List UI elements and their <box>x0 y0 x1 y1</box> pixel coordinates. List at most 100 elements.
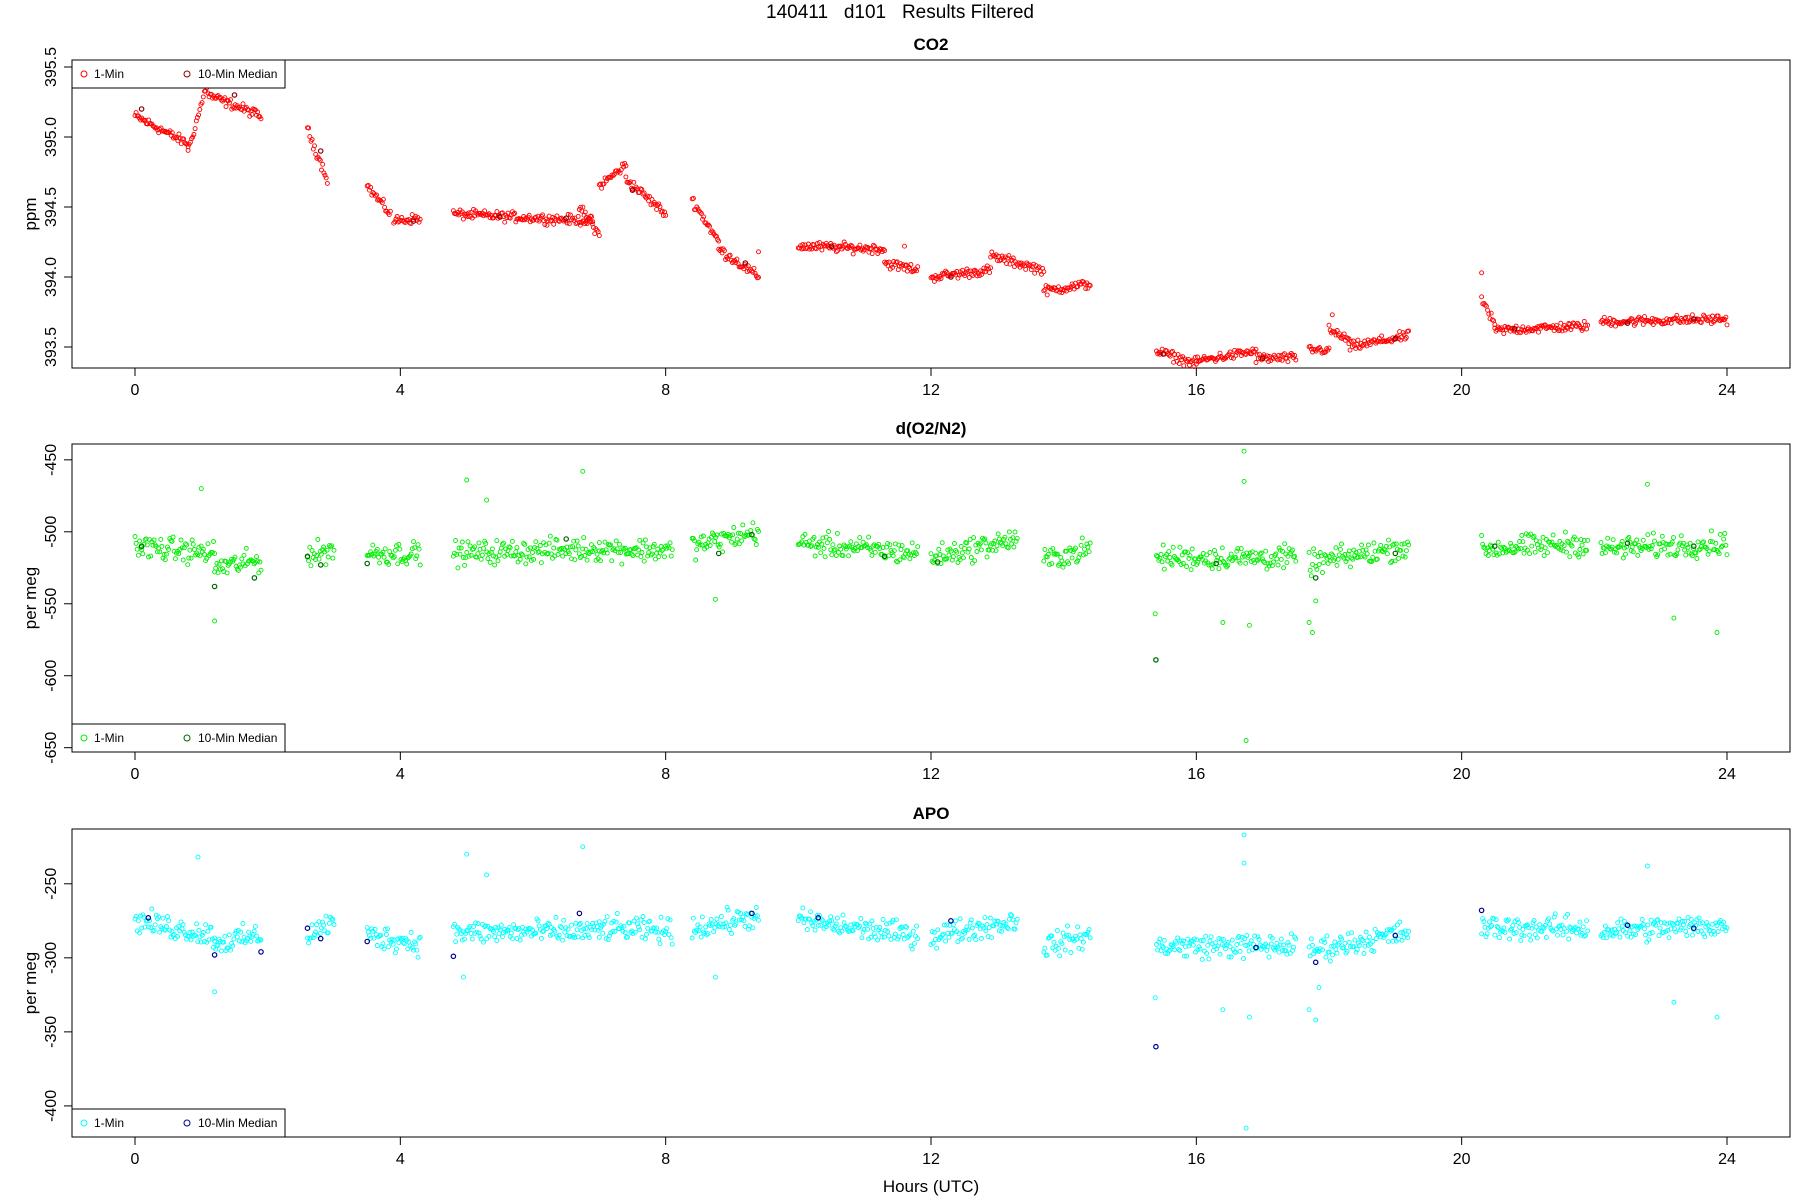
data-point-1min <box>1383 543 1389 549</box>
data-point-1min <box>1186 555 1192 561</box>
data-point-1min <box>258 567 264 573</box>
data-point-1min <box>1681 922 1686 927</box>
data-point-1min <box>1307 567 1313 573</box>
data-point-1min <box>162 557 168 563</box>
data-point-1min <box>581 535 587 541</box>
y-tick-label: 394.0 <box>43 257 60 297</box>
data-point-1min <box>198 486 204 492</box>
data-point-1min <box>1524 922 1530 928</box>
data-point-1min <box>853 541 859 547</box>
data-point-1min <box>1562 529 1568 535</box>
data-point-1min <box>669 941 675 947</box>
data-point-1min <box>879 934 885 940</box>
data-point-1min <box>505 927 511 933</box>
data-point-1min <box>1155 947 1161 953</box>
data-point-1min <box>953 918 959 924</box>
data-point-1min <box>735 530 741 536</box>
data-point-1min <box>859 935 865 941</box>
data-point-1min <box>1066 561 1072 567</box>
data-point-1min <box>986 547 992 553</box>
data-point-1min <box>829 552 835 558</box>
data-point-1min <box>1528 937 1534 943</box>
data-point-1min <box>1715 929 1721 935</box>
data-point-1min <box>1668 926 1674 932</box>
data-point-1min <box>1085 544 1091 550</box>
data-point-1min <box>824 540 830 546</box>
data-point-1min <box>1167 947 1173 953</box>
data-point-1min <box>1223 946 1229 952</box>
data-point-1min <box>1243 738 1249 743</box>
data-point-10min-median <box>1478 907 1485 914</box>
data-point-1min <box>811 534 817 540</box>
data-point-1min <box>1700 540 1705 546</box>
data-point-1min <box>1010 255 1016 261</box>
data-point-1min <box>941 922 947 928</box>
data-point-1min <box>325 554 331 560</box>
data-point-1min <box>377 560 383 566</box>
data-point-1min <box>1067 545 1073 551</box>
data-point-10min-median <box>563 536 570 542</box>
data-point-1min <box>369 926 375 932</box>
data-point-1min <box>1050 546 1056 552</box>
data-point-1min <box>151 927 157 933</box>
data-point-1min <box>1528 531 1534 537</box>
data-point-1min <box>1553 323 1559 329</box>
data-point-1min <box>1633 320 1638 326</box>
data-point-1min <box>513 549 519 555</box>
data-point-1min <box>1014 535 1020 541</box>
data-point-1min <box>1372 926 1378 932</box>
data-point-1min <box>644 931 649 937</box>
data-point-1min <box>1246 622 1252 628</box>
data-point-1min <box>1227 944 1233 950</box>
data-point-1min <box>564 933 570 939</box>
data-point-1min <box>456 926 462 932</box>
data-point-1min <box>1550 532 1556 538</box>
data-point-1min <box>614 168 620 174</box>
data-point-1min <box>1397 919 1403 925</box>
data-point-1min <box>897 557 903 563</box>
data-point-1min <box>228 947 233 953</box>
data-point-1min <box>1400 330 1406 336</box>
data-point-1min <box>848 539 854 545</box>
data-point-1min <box>1712 547 1718 552</box>
data-point-1min <box>1359 937 1365 942</box>
data-point-1min <box>487 559 493 565</box>
data-point-1min <box>1630 931 1636 937</box>
data-point-1min <box>815 922 821 928</box>
data-point-1min <box>564 544 570 550</box>
data-point-1min <box>324 547 330 553</box>
data-point-1min <box>582 932 588 938</box>
legend-label-median: 10-Min Median <box>198 731 277 745</box>
data-point-1min <box>547 533 553 539</box>
data-point-1min <box>1498 544 1504 550</box>
data-point-1min <box>1481 544 1487 550</box>
data-point-1min <box>1313 598 1319 604</box>
data-point-1min <box>668 935 674 941</box>
data-point-1min <box>649 196 655 202</box>
x-tick-label: 24 <box>1718 1151 1736 1168</box>
data-point-1min <box>1209 566 1215 572</box>
data-point-1min <box>819 541 825 547</box>
data-point-10min-median <box>145 914 152 921</box>
data-point-1min <box>1657 925 1663 931</box>
data-point-1min <box>1394 922 1400 928</box>
data-point-1min <box>176 923 182 929</box>
data-point-1min <box>554 213 560 219</box>
data-point-1min <box>195 854 201 860</box>
data-point-1min <box>481 545 486 551</box>
data-point-1min <box>1518 330 1524 336</box>
data-point-1min <box>1273 551 1279 557</box>
data-point-1min <box>1631 923 1637 929</box>
data-point-1min <box>521 540 527 546</box>
data-point-1min <box>1211 356 1217 362</box>
data-point-1min <box>623 163 629 169</box>
data-point-1min <box>390 941 396 947</box>
data-point-1min <box>1616 926 1622 932</box>
data-point-1min <box>1660 929 1666 935</box>
data-point-1min <box>805 241 811 247</box>
data-point-1min <box>965 268 971 274</box>
data-point-1min <box>487 215 493 221</box>
data-point-1min <box>880 545 886 550</box>
legend-marker-median <box>183 1119 191 1127</box>
data-point-1min <box>1176 558 1182 564</box>
